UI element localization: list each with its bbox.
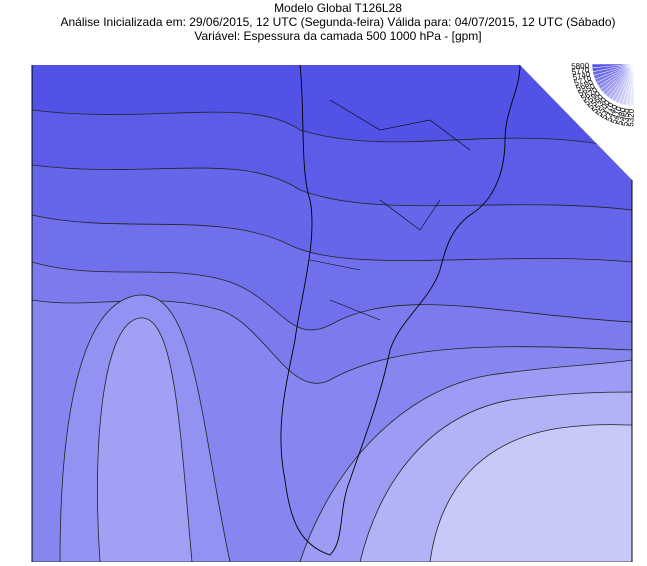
legend-label: 5770 — [571, 65, 590, 76]
legend-label: 5740 — [572, 69, 592, 82]
legend-label: 5320 — [626, 108, 636, 127]
legend-label: 5380 — [615, 106, 628, 126]
variable: Variável: Espessura da camada 500 1000 h… — [194, 29, 481, 43]
legend-wedge — [629, 63, 635, 107]
subtitle: Análise Inicializada em: 29/06/2015, 12 … — [61, 15, 616, 29]
legend-label: 5350 — [620, 107, 631, 126]
map — [32, 65, 632, 562]
title: Modelo Global T126L28 — [274, 1, 402, 15]
legend-label: 5800 — [571, 61, 590, 71]
legend: 5800577057405710568056505620559055605530… — [571, 61, 636, 127]
